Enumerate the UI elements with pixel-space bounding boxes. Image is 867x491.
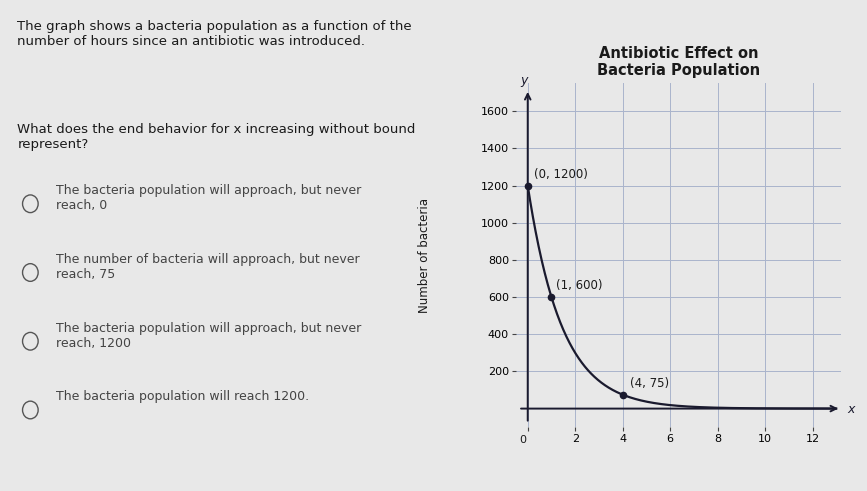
Text: The number of bacteria will approach, but never
reach, 75: The number of bacteria will approach, bu…: [56, 253, 360, 281]
Text: The bacteria population will approach, but never
reach, 0: The bacteria population will approach, b…: [56, 184, 362, 212]
Title: Antibiotic Effect on
Bacteria Population: Antibiotic Effect on Bacteria Population: [596, 46, 760, 78]
Text: (4, 75): (4, 75): [629, 377, 669, 390]
Text: What does the end behavior for x increasing without bound
represent?: What does the end behavior for x increas…: [17, 123, 415, 151]
Text: 0: 0: [519, 435, 526, 445]
Text: y: y: [520, 74, 528, 87]
Text: x: x: [847, 403, 854, 416]
Text: The graph shows a bacteria population as a function of the
number of hours since: The graph shows a bacteria population as…: [17, 20, 412, 48]
Text: (1, 600): (1, 600): [557, 279, 603, 293]
Text: (0, 1200): (0, 1200): [534, 168, 588, 181]
Text: The bacteria population will reach 1200.: The bacteria population will reach 1200.: [56, 390, 310, 403]
Text: Number of bacteria: Number of bacteria: [419, 198, 431, 313]
Text: The bacteria population will approach, but never
reach, 1200: The bacteria population will approach, b…: [56, 322, 362, 350]
